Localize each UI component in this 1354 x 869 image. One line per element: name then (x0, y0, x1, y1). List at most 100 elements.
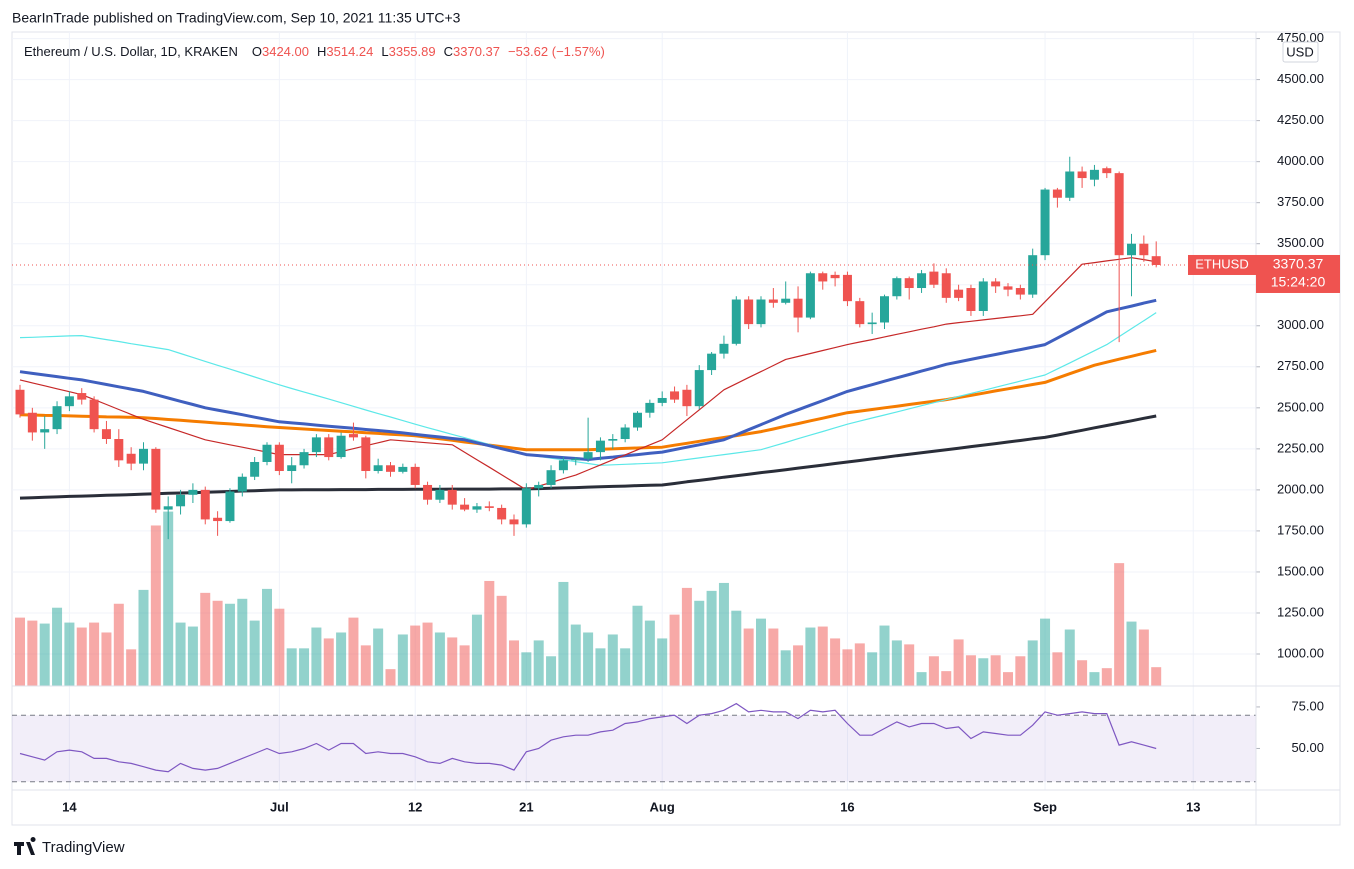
candle-body (1077, 171, 1087, 179)
candle-body (423, 484, 433, 500)
volume-bar (385, 669, 396, 686)
volume-bar (904, 644, 915, 686)
candle-body (410, 466, 420, 485)
title: Ethereum / U.S. Dollar, 1D, KRAKEN (24, 44, 238, 59)
candle-body (1040, 189, 1050, 256)
candle-body (645, 402, 655, 413)
x-tick-label: Sep (1033, 799, 1057, 814)
volume-bar (113, 603, 124, 686)
volume-bar (76, 627, 87, 686)
legend-value: 3514.24 (326, 44, 373, 59)
volume-bar (558, 581, 569, 686)
volume-bar (891, 640, 902, 686)
volume-bar (867, 652, 878, 686)
volume-bar (731, 610, 742, 686)
volume-bar (879, 625, 890, 686)
brand-logo (14, 837, 36, 855)
candle-body (163, 506, 173, 510)
candle-body (89, 399, 99, 430)
candle-body (373, 465, 383, 472)
volume-bar (249, 620, 260, 686)
published-line: BearInTrade published on TradingView.com… (12, 10, 461, 26)
candle-body (756, 299, 766, 325)
candle-body (880, 296, 889, 323)
volume-bar (830, 638, 841, 686)
y-tick-label: 4000.00 (1277, 153, 1324, 168)
volume-bar (101, 632, 112, 686)
candle-body (571, 458, 581, 461)
volume-bar (1089, 672, 1100, 686)
volume-bar (484, 580, 495, 686)
x-tick-label: 13 (1186, 799, 1200, 814)
candle-body (52, 406, 62, 430)
candle-body (867, 322, 877, 325)
volume-bar (793, 645, 804, 686)
candle-body (670, 391, 680, 400)
volume-bar (928, 656, 939, 686)
volume-bar (89, 622, 100, 686)
volume-bar (410, 625, 421, 686)
candle-body (386, 465, 395, 472)
candle-body (1114, 173, 1124, 256)
candle-body (608, 439, 618, 441)
volume-bar (471, 614, 482, 686)
volume-bar (965, 655, 976, 686)
volume-bar (27, 620, 38, 686)
candle-body (484, 506, 494, 508)
symbol-box (1188, 254, 1256, 275)
volume-bar (496, 595, 507, 686)
rsi-tick-label: 50.00 (1291, 740, 1324, 755)
candle-body (287, 465, 297, 472)
volume-bar (187, 626, 198, 686)
candle-body (855, 301, 865, 325)
volume-bar (459, 645, 470, 686)
legend-label: H (317, 44, 326, 59)
volume-bar (1101, 668, 1112, 686)
candle-body (830, 274, 840, 279)
chart-frame (11, 31, 1341, 826)
volume-bar (941, 671, 952, 686)
volume-bar (1126, 621, 1137, 686)
volume-bar (348, 617, 359, 686)
candle-body (1139, 243, 1149, 256)
volume-bar (521, 652, 532, 686)
candle-body (1065, 171, 1075, 198)
rsi-line (19, 702, 1157, 773)
y-tick-label: 2000.00 (1277, 481, 1324, 496)
volume-bar (323, 638, 334, 686)
volume-bar (360, 645, 371, 686)
candle-body (1003, 286, 1013, 290)
legend-label: O (252, 44, 262, 59)
legend-label: L (381, 44, 388, 59)
y-tick-label: 4500.00 (1277, 71, 1324, 86)
volume-bar (509, 640, 519, 686)
candle-body (274, 444, 284, 472)
legend-label: C (444, 44, 453, 59)
volume-bar (175, 622, 186, 686)
candle-body (929, 271, 939, 285)
candle-body (64, 396, 74, 407)
volume-bar (620, 648, 631, 686)
candle-body (1127, 243, 1136, 256)
volume-bar (373, 628, 384, 686)
volume-bar (262, 588, 272, 686)
candle-body (1028, 255, 1038, 295)
moving-average (19, 312, 1157, 466)
candle-body (954, 289, 964, 298)
y-tick-label: 4250.00 (1277, 112, 1324, 127)
volume-bar (311, 627, 322, 686)
candle-body (262, 444, 272, 462)
axes: 1000.001250.001500.001750.002000.002250.… (12, 30, 1340, 825)
candle-body (744, 299, 754, 325)
volume-bar (1052, 652, 1063, 686)
candle-body (534, 484, 544, 489)
volume-bar (644, 620, 655, 686)
volume-bar (953, 639, 964, 686)
y-tick-label: 1000.00 (1277, 645, 1324, 660)
candle-body (250, 461, 260, 477)
rsi-pane: 50.00 75.00 (12, 698, 1324, 783)
volume-bar (1114, 563, 1125, 686)
candle-body (1102, 168, 1112, 174)
x-tick-label: Aug (650, 799, 675, 814)
